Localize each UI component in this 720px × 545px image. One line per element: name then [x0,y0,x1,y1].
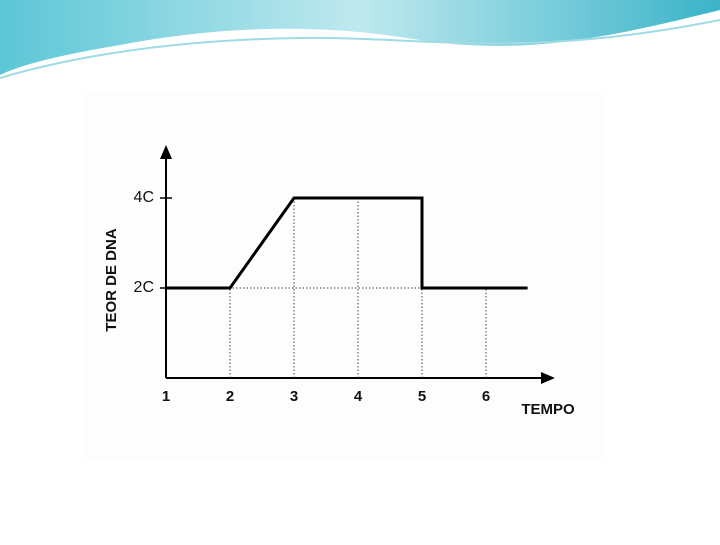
x-tick-label: 5 [418,388,426,405]
x-tick-label: 6 [482,388,490,405]
x-axis-label: TEMPO [521,401,575,418]
y-axis-arrow [160,145,172,159]
y-tick-label: 2C [134,279,154,296]
x-tick-label: 1 [162,388,170,405]
y-axis-label: TEOR DE DNA [103,228,120,332]
data-line [166,196,528,290]
x-tick-label: 3 [290,388,298,405]
header-swoosh [0,0,720,75]
header-line [0,19,720,79]
x-tick-label: 2 [226,388,234,405]
x-axis-arrow [541,372,555,384]
y-tick-label: 4C [134,189,154,206]
x-tick-label: 4 [354,388,363,405]
